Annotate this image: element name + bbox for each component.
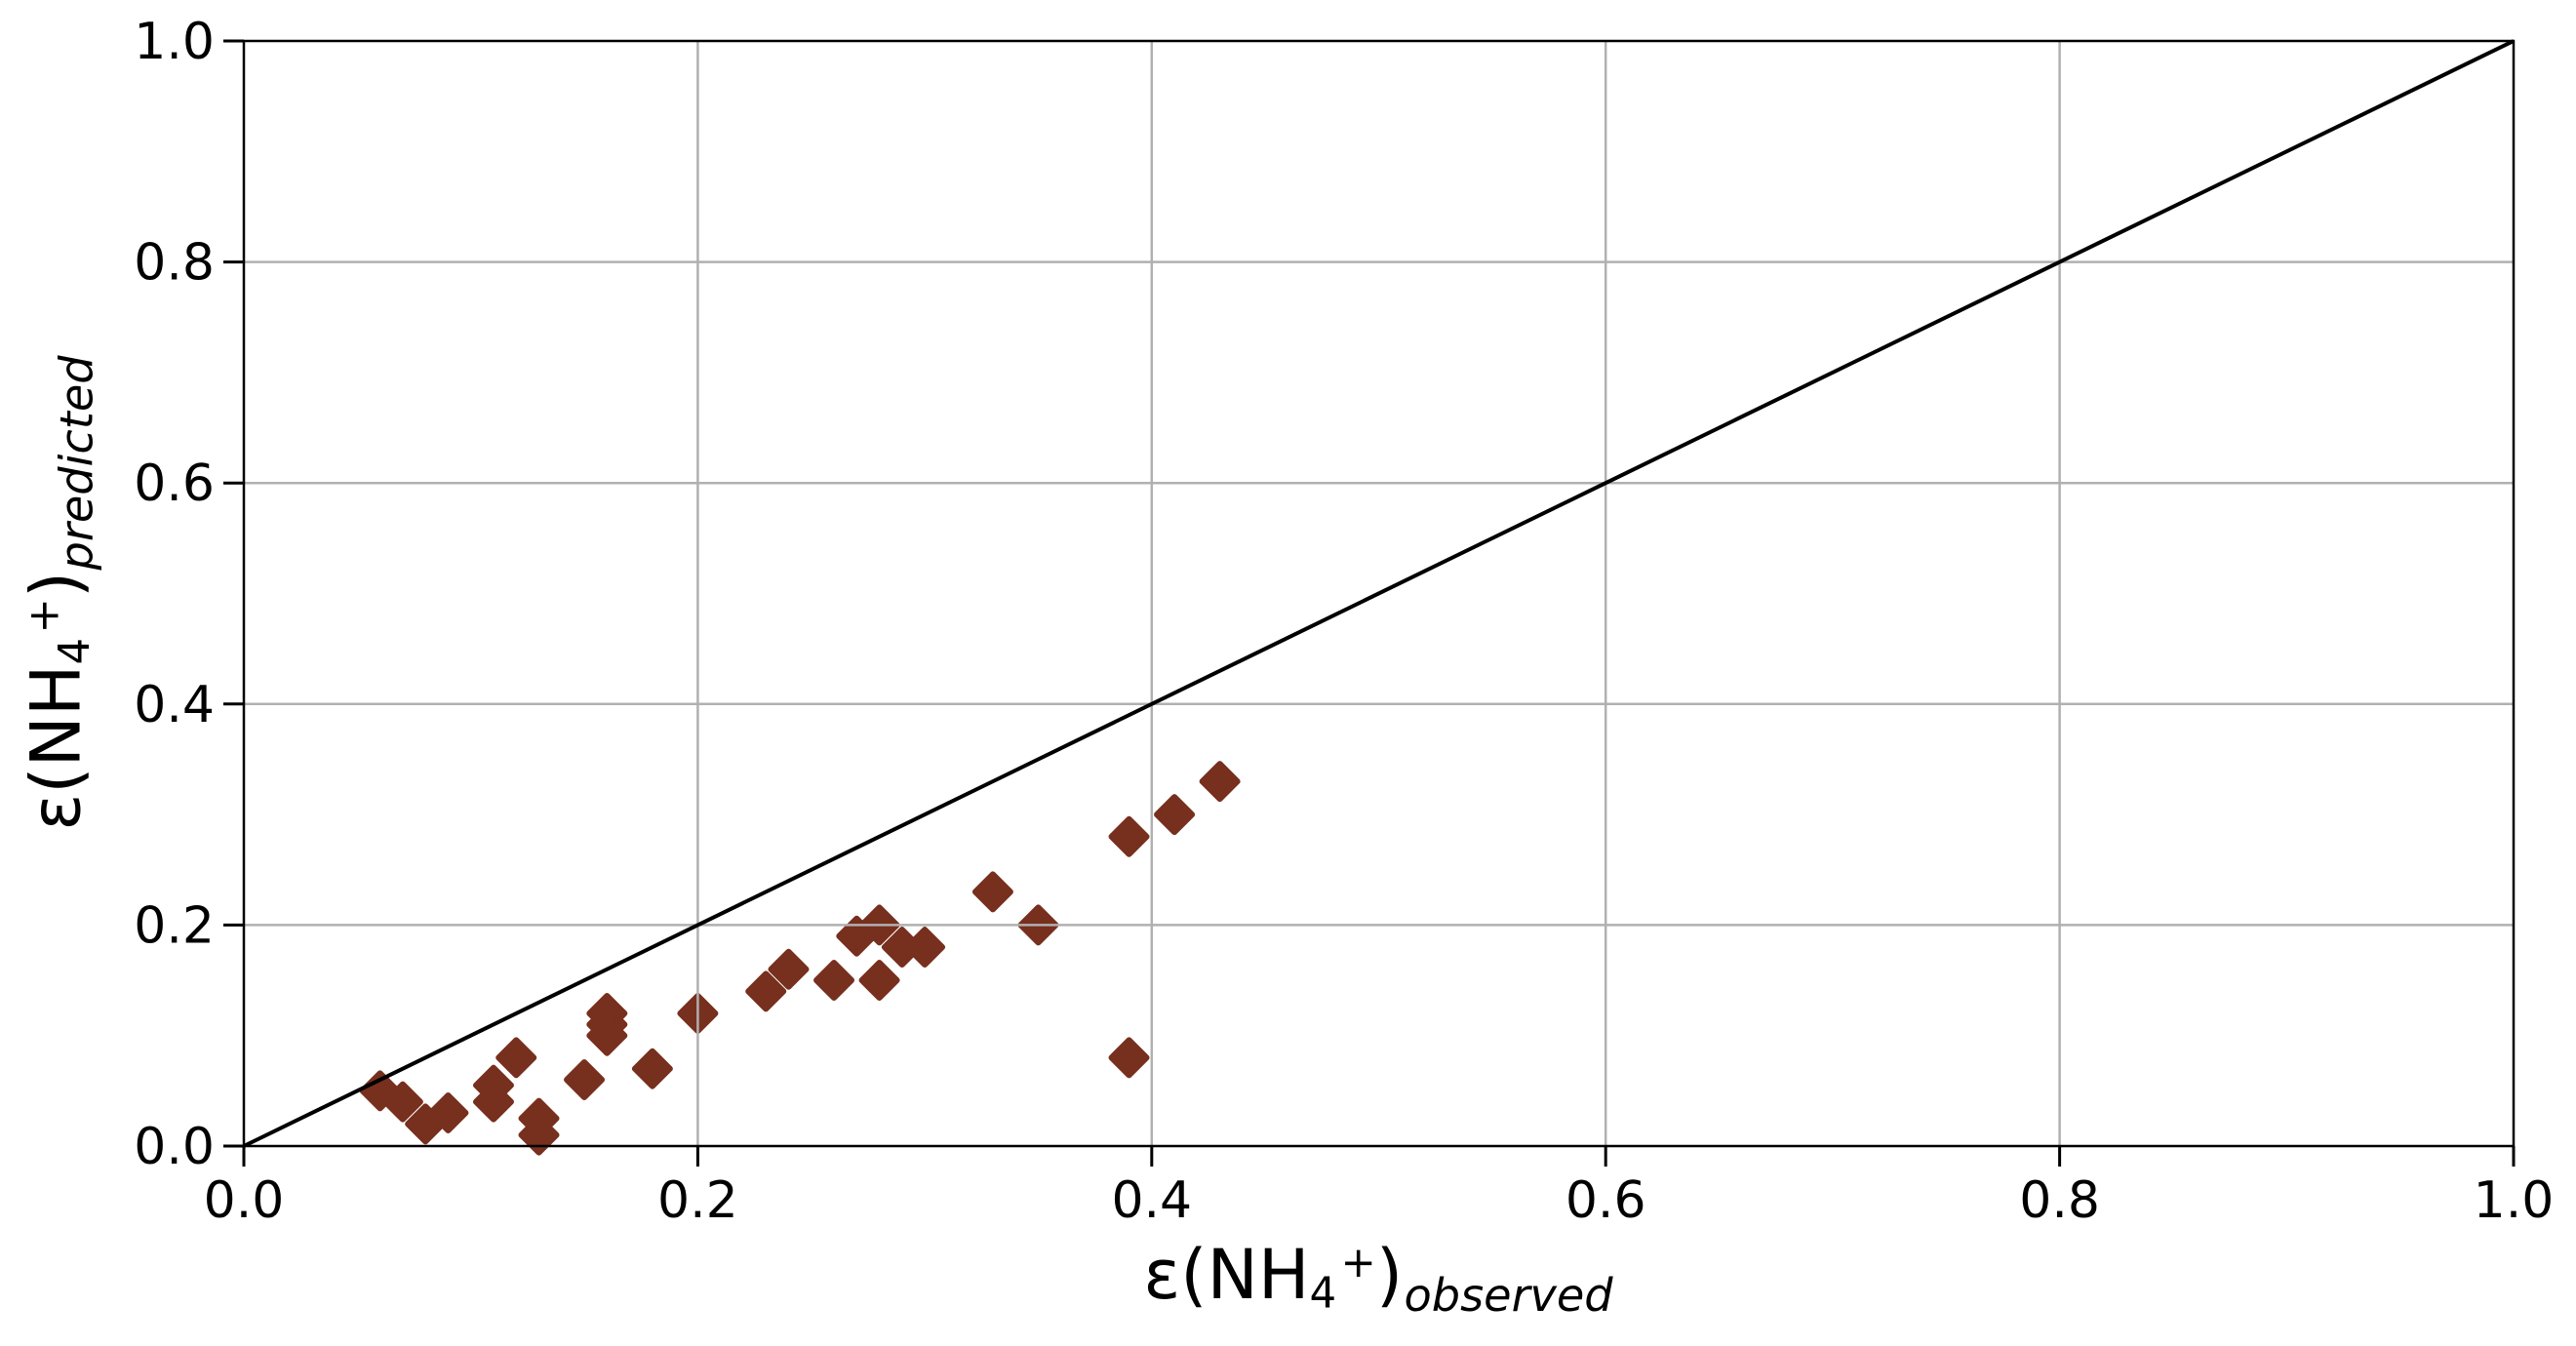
y-tick-label: 0.4 (134, 676, 215, 734)
data-point-diamond (904, 927, 946, 969)
y-tick-label: 0.8 (134, 234, 215, 293)
x-axis-label: ε(NH4+)observed (1143, 1241, 1612, 1318)
y-label-superscript-plus: + (20, 598, 69, 634)
data-point-diamond (858, 960, 900, 1002)
data-point-diamond (631, 1048, 673, 1089)
x-label-subscript-4: 4 (1309, 1269, 1337, 1319)
y-label-subscript-4: 4 (50, 637, 99, 665)
x-label-prefix: ε(NH (1143, 1235, 1310, 1315)
data-point-diamond (564, 1059, 606, 1101)
plot-border (242, 39, 2516, 1148)
data-point-diamond (472, 1081, 514, 1123)
data-point-diamond (1108, 1037, 1150, 1079)
x-tick-label: 0.0 (204, 1171, 285, 1230)
data-point-diamond (427, 1092, 469, 1134)
data-point-diamond (381, 1081, 423, 1123)
x-label-subscript-word: observed (1404, 1268, 1613, 1322)
y-tick-label: 1.0 (134, 13, 215, 71)
x-tick-label: 0.2 (657, 1171, 738, 1230)
x-tick-label: 1.0 (2474, 1171, 2555, 1230)
y-tick-label: 0.2 (134, 896, 215, 955)
data-point-diamond (768, 948, 810, 990)
y-label-prefix: ε(NH (16, 664, 97, 831)
data-point-diamond (586, 1014, 628, 1056)
x-label-superscript-plus: + (1340, 1239, 1376, 1288)
data-point-diamond (971, 871, 1013, 913)
data-point-diamond (813, 960, 855, 1002)
y-axis-label: ε(NH4 +)predicted (16, 355, 103, 830)
y-label-close-paren: ) (16, 571, 97, 599)
data-point-diamond (518, 1114, 560, 1156)
data-point-diamond (1199, 761, 1241, 803)
identity-line (243, 39, 2515, 1148)
x-tick-label: 0.8 (2019, 1171, 2100, 1230)
x-label-close-paren: ) (1375, 1235, 1404, 1315)
data-point-diamond (1108, 815, 1150, 857)
y-tick-label: 0.0 (134, 1118, 215, 1176)
x-tick-label: 0.6 (1565, 1171, 1646, 1230)
data-point-diamond (495, 1037, 537, 1079)
data-point-diamond (745, 970, 787, 1012)
data-point-diamond (1154, 794, 1196, 836)
y-tick-label: 0.6 (134, 455, 215, 513)
x-tick-label: 0.4 (1111, 1171, 1192, 1230)
y-label-subscript-word: predicted (50, 355, 103, 571)
